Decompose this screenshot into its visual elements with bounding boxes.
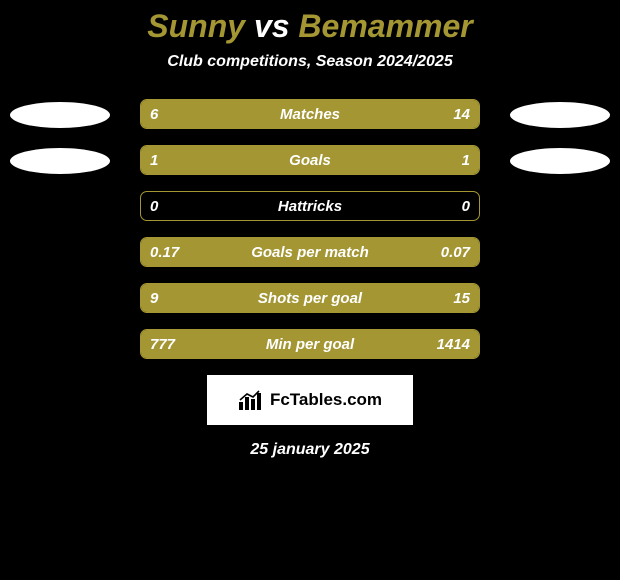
stat-label: Goals per match	[140, 237, 480, 267]
stats-table: 614Matches 11Goals 00Hattricks 0.170.07Goal…	[0, 99, 620, 359]
subtitle: Club competitions, Season 2024/2025	[0, 53, 620, 71]
stat-label: Min per goal	[140, 329, 480, 359]
stat-row: 0.170.07Goals per match	[0, 237, 620, 267]
title-team-left: Sunny	[147, 8, 245, 44]
title-team-right: Bemammer	[298, 8, 472, 44]
team-marker-left	[10, 148, 110, 174]
page-title: Sunny vs Bemammer	[0, 0, 620, 45]
team-marker-left	[10, 102, 110, 128]
stat-row: 11Goals	[0, 145, 620, 175]
title-vs: vs	[254, 8, 290, 44]
stat-label: Goals	[140, 145, 480, 175]
chart-icon	[238, 390, 264, 410]
stat-label: Matches	[140, 99, 480, 129]
stat-row: 915Shots per goal	[0, 283, 620, 313]
stat-row: 7771414Min per goal	[0, 329, 620, 359]
date-label: 25 january 2025	[0, 441, 620, 459]
stat-row: 00Hattricks	[0, 191, 620, 221]
brand-badge[interactable]: FcTables.com	[207, 375, 413, 425]
stat-row: 614Matches	[0, 99, 620, 129]
team-marker-right	[510, 102, 610, 128]
brand-text: FcTables.com	[270, 390, 382, 410]
stat-label: Hattricks	[140, 191, 480, 221]
team-marker-right	[510, 148, 610, 174]
stat-label: Shots per goal	[140, 283, 480, 313]
